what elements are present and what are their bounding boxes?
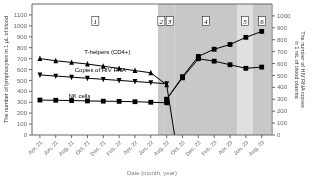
svg-text:6: 6 <box>260 18 264 26</box>
svg-text:1100: 1100 <box>14 12 28 18</box>
svg-text:900: 900 <box>277 25 288 31</box>
svg-text:600: 600 <box>277 61 288 67</box>
svg-text:200: 200 <box>17 110 28 116</box>
svg-text:Apr, 22: Apr, 22 <box>122 139 139 156</box>
svg-text:0: 0 <box>24 132 28 138</box>
svg-text:0: 0 <box>277 132 281 138</box>
svg-text:T-helpers (CD4+): T-helpers (CD4+) <box>84 49 130 55</box>
svg-text:The number of lymphocytes in 1: The number of lymphocytes in 1 μL of blo… <box>8 16 9 123</box>
svg-text:100: 100 <box>17 121 28 127</box>
svg-text:Aug, 21: Aug, 21 <box>57 139 75 157</box>
svg-text:400: 400 <box>277 84 288 90</box>
svg-text:700: 700 <box>277 49 288 55</box>
svg-text:Feb, 22: Feb, 22 <box>105 139 122 156</box>
svg-text:700: 700 <box>17 56 28 62</box>
svg-text:1: 1 <box>94 18 98 26</box>
svg-text:200: 200 <box>277 108 288 114</box>
svg-text:800: 800 <box>17 45 28 51</box>
svg-text:Apr, 23: Apr, 23 <box>217 139 234 156</box>
svg-text:The number of HIV RNA copiesin: The number of HIV RNA copiesin 1 mL of b… <box>294 31 304 108</box>
svg-text:Copies of HIV RNA: Copies of HIV RNA <box>75 67 126 73</box>
svg-text:Feb, 23: Feb, 23 <box>200 139 217 156</box>
svg-text:Oct, 22: Oct, 22 <box>169 139 186 156</box>
svg-text:5: 5 <box>243 18 247 26</box>
svg-text:Apr, 21: Apr, 21 <box>27 139 44 156</box>
svg-text:900: 900 <box>17 34 28 40</box>
svg-text:Aug, 23: Aug, 23 <box>248 139 266 157</box>
svg-text:1000: 1000 <box>14 23 28 29</box>
svg-text:500: 500 <box>277 73 288 79</box>
svg-text:800: 800 <box>277 37 288 43</box>
svg-text:600: 600 <box>17 67 28 73</box>
svg-text:Aug, 22: Aug, 22 <box>152 139 170 157</box>
svg-text:Jun, 21: Jun, 21 <box>42 139 59 156</box>
svg-text:4: 4 <box>204 18 208 26</box>
svg-text:Jun, 22: Jun, 22 <box>137 139 154 156</box>
svg-text:3: 3 <box>167 18 172 26</box>
svg-text:300: 300 <box>277 96 288 102</box>
svg-text:400: 400 <box>17 88 28 94</box>
svg-text:Dec, 21: Dec, 21 <box>89 139 107 157</box>
svg-text:2: 2 <box>160 18 164 26</box>
svg-text:300: 300 <box>17 99 28 105</box>
svg-text:Dec, 22: Dec, 22 <box>184 139 202 157</box>
svg-text:Jun, 23: Jun, 23 <box>232 139 249 156</box>
svg-text:Oct, 21: Oct, 21 <box>74 139 91 156</box>
svg-text:1000: 1000 <box>277 13 291 19</box>
svg-text:500: 500 <box>17 78 28 84</box>
svg-text:Date (month, year): Date (month, year) <box>127 170 177 176</box>
svg-text:NK cells: NK cells <box>68 93 90 99</box>
svg-text:100: 100 <box>277 120 288 126</box>
